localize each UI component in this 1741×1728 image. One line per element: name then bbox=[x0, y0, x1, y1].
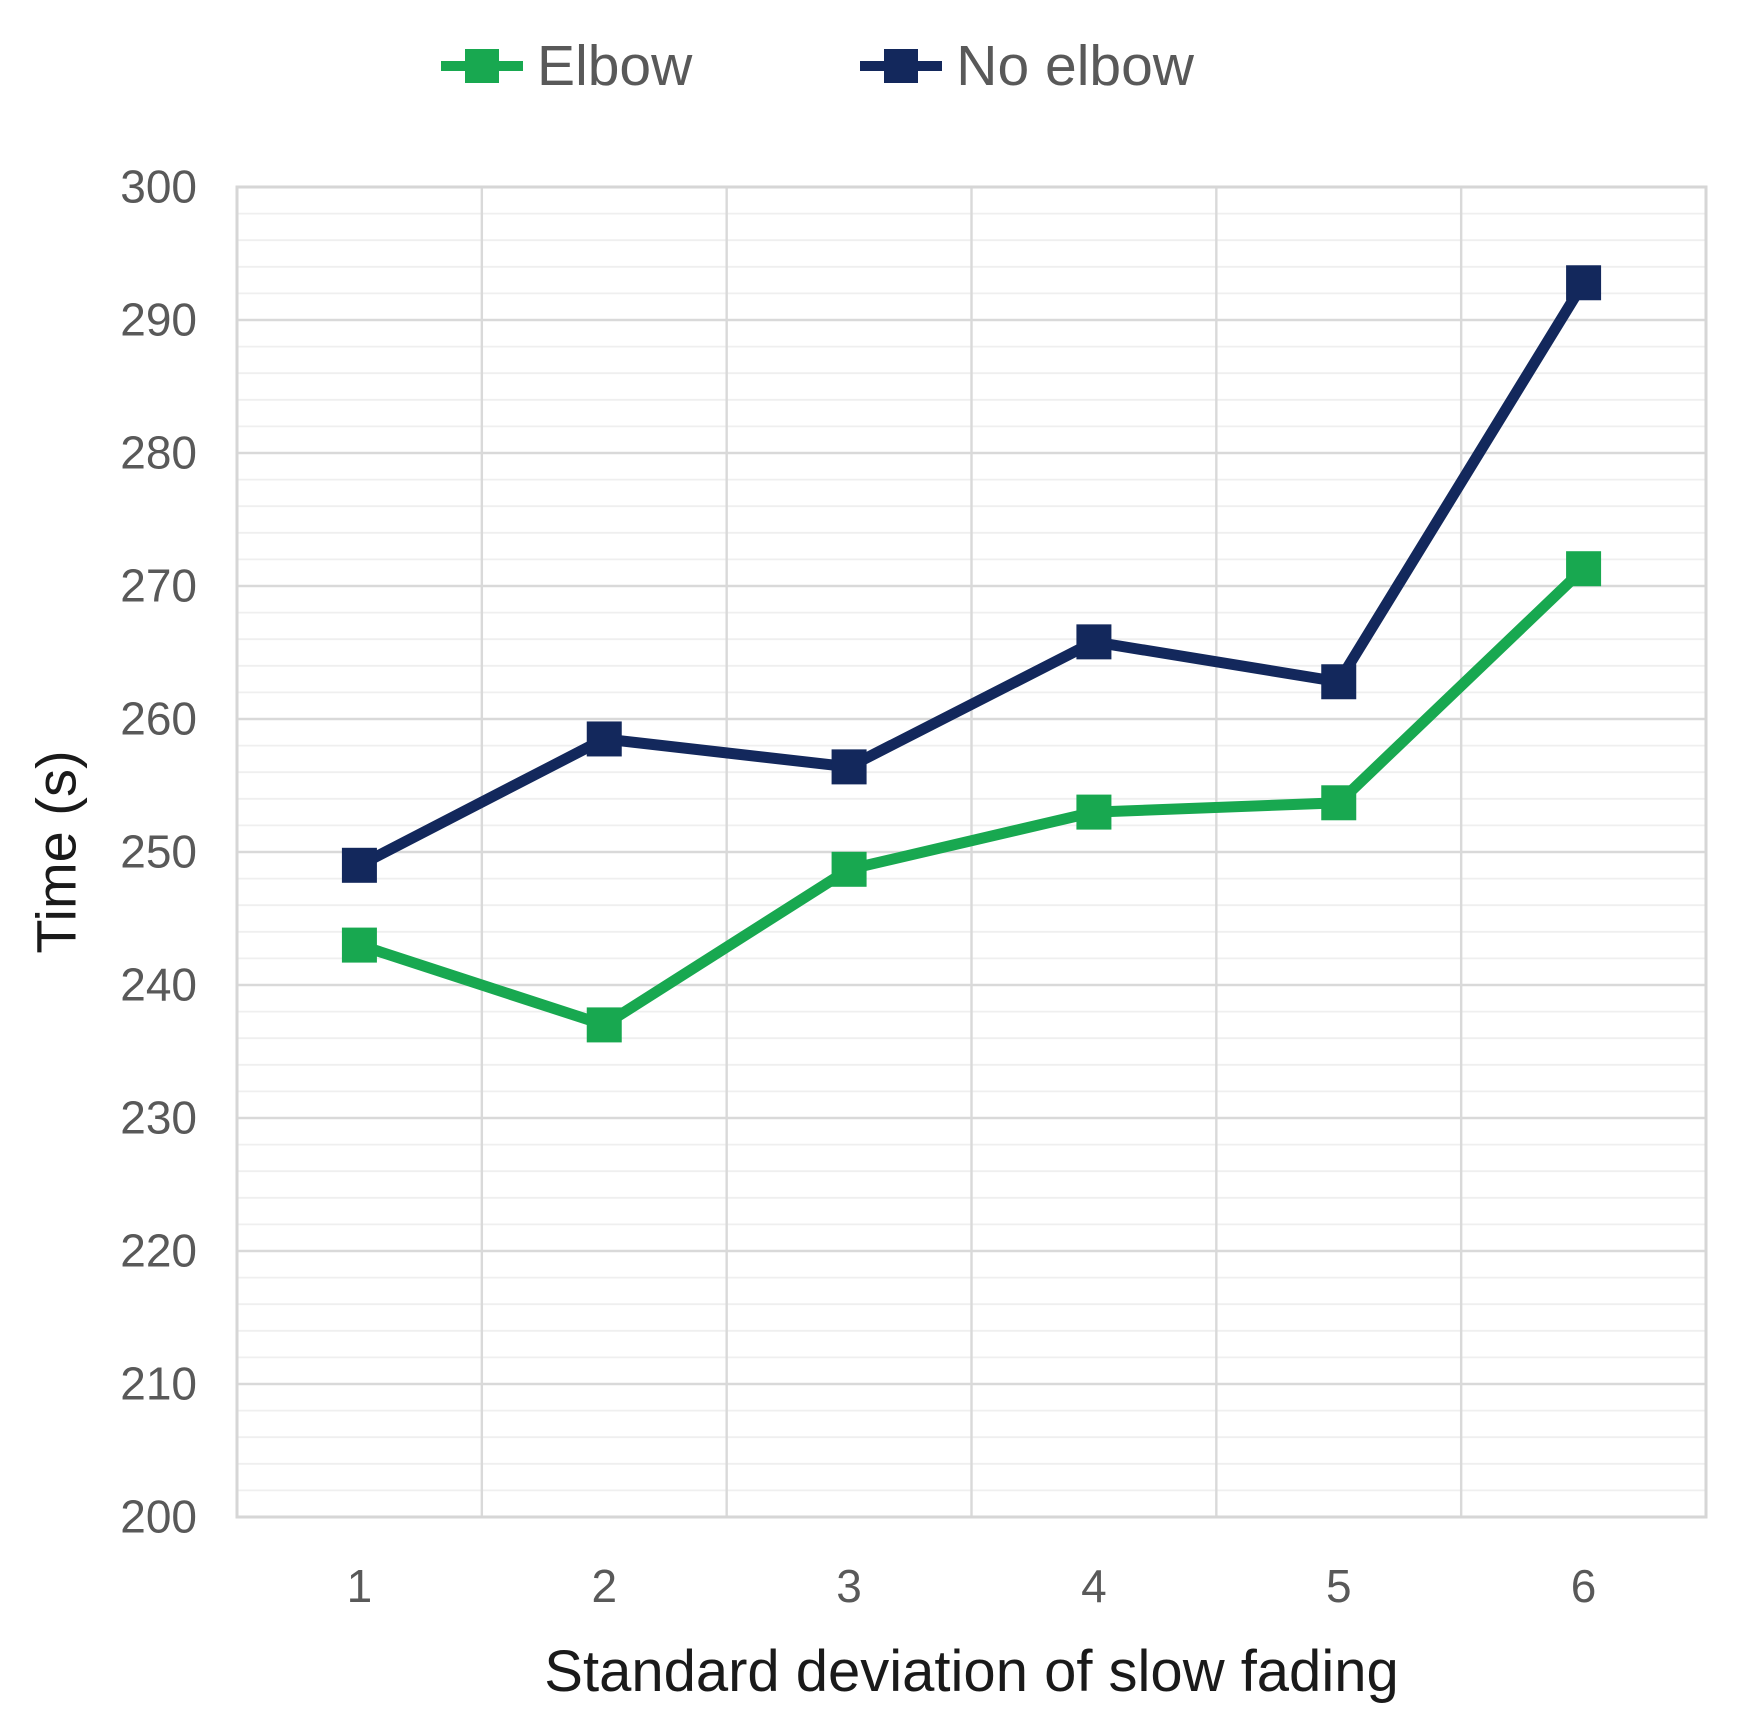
y-tick-label: 230 bbox=[120, 1092, 197, 1144]
legend-square-swatch bbox=[884, 49, 919, 83]
y-tick-label: 270 bbox=[120, 560, 197, 612]
series-line-no-elbow bbox=[356, 279, 1589, 871]
data-point-no-elbow-5 bbox=[1321, 664, 1357, 700]
y-tick-label: 250 bbox=[120, 826, 197, 878]
y-tick-label: 260 bbox=[120, 693, 197, 745]
data-point-no-elbow-3 bbox=[831, 749, 867, 785]
x-tick-label: 4 bbox=[1081, 1560, 1107, 1612]
x-tick-label: 2 bbox=[591, 1560, 617, 1612]
x-tick-label: 5 bbox=[1326, 1560, 1352, 1612]
y-tick-label: 290 bbox=[120, 294, 197, 346]
data-point-elbow-3 bbox=[831, 851, 867, 887]
data-point-elbow-2 bbox=[586, 1007, 622, 1043]
data-point-no-elbow-2 bbox=[586, 721, 622, 757]
series-line-elbow bbox=[357, 564, 1588, 1031]
y-tick-label: 200 bbox=[120, 1491, 197, 1543]
data-point-no-elbow-4 bbox=[1076, 624, 1112, 660]
data-point-elbow-1 bbox=[341, 927, 377, 963]
data-point-elbow-4 bbox=[1076, 794, 1112, 830]
legend-item-no-elbow: No elbow bbox=[860, 33, 1194, 98]
legend-square-swatch bbox=[465, 49, 500, 83]
legend-marker-no-elbow-icon bbox=[860, 48, 943, 84]
legend-label-elbow: Elbow bbox=[537, 33, 693, 98]
x-tick-label: 1 bbox=[347, 1560, 373, 1612]
x-axis-title: Standard deviation of slow fading bbox=[544, 1639, 1399, 1704]
y-tick-label: 300 bbox=[120, 161, 197, 213]
data-point-no-elbow-6 bbox=[1566, 265, 1602, 301]
x-tick-label: 6 bbox=[1571, 1560, 1597, 1612]
legend-item-elbow: Elbow bbox=[441, 33, 693, 98]
y-tick-label: 240 bbox=[120, 959, 197, 1011]
data-point-no-elbow-1 bbox=[341, 847, 377, 883]
y-tick-label: 220 bbox=[120, 1225, 197, 1277]
legend: Elbow No elbow bbox=[0, 28, 1741, 104]
data-point-elbow-5 bbox=[1321, 785, 1357, 821]
legend-marker-elbow-icon bbox=[441, 48, 524, 84]
data-point-elbow-6 bbox=[1566, 551, 1602, 587]
plot-border bbox=[235, 185, 1708, 1519]
x-tick-label: 3 bbox=[836, 1560, 862, 1612]
y-tick-label: 280 bbox=[120, 427, 197, 479]
legend-label-no-elbow: No elbow bbox=[956, 33, 1194, 98]
y-tick-label: 210 bbox=[120, 1358, 197, 1410]
